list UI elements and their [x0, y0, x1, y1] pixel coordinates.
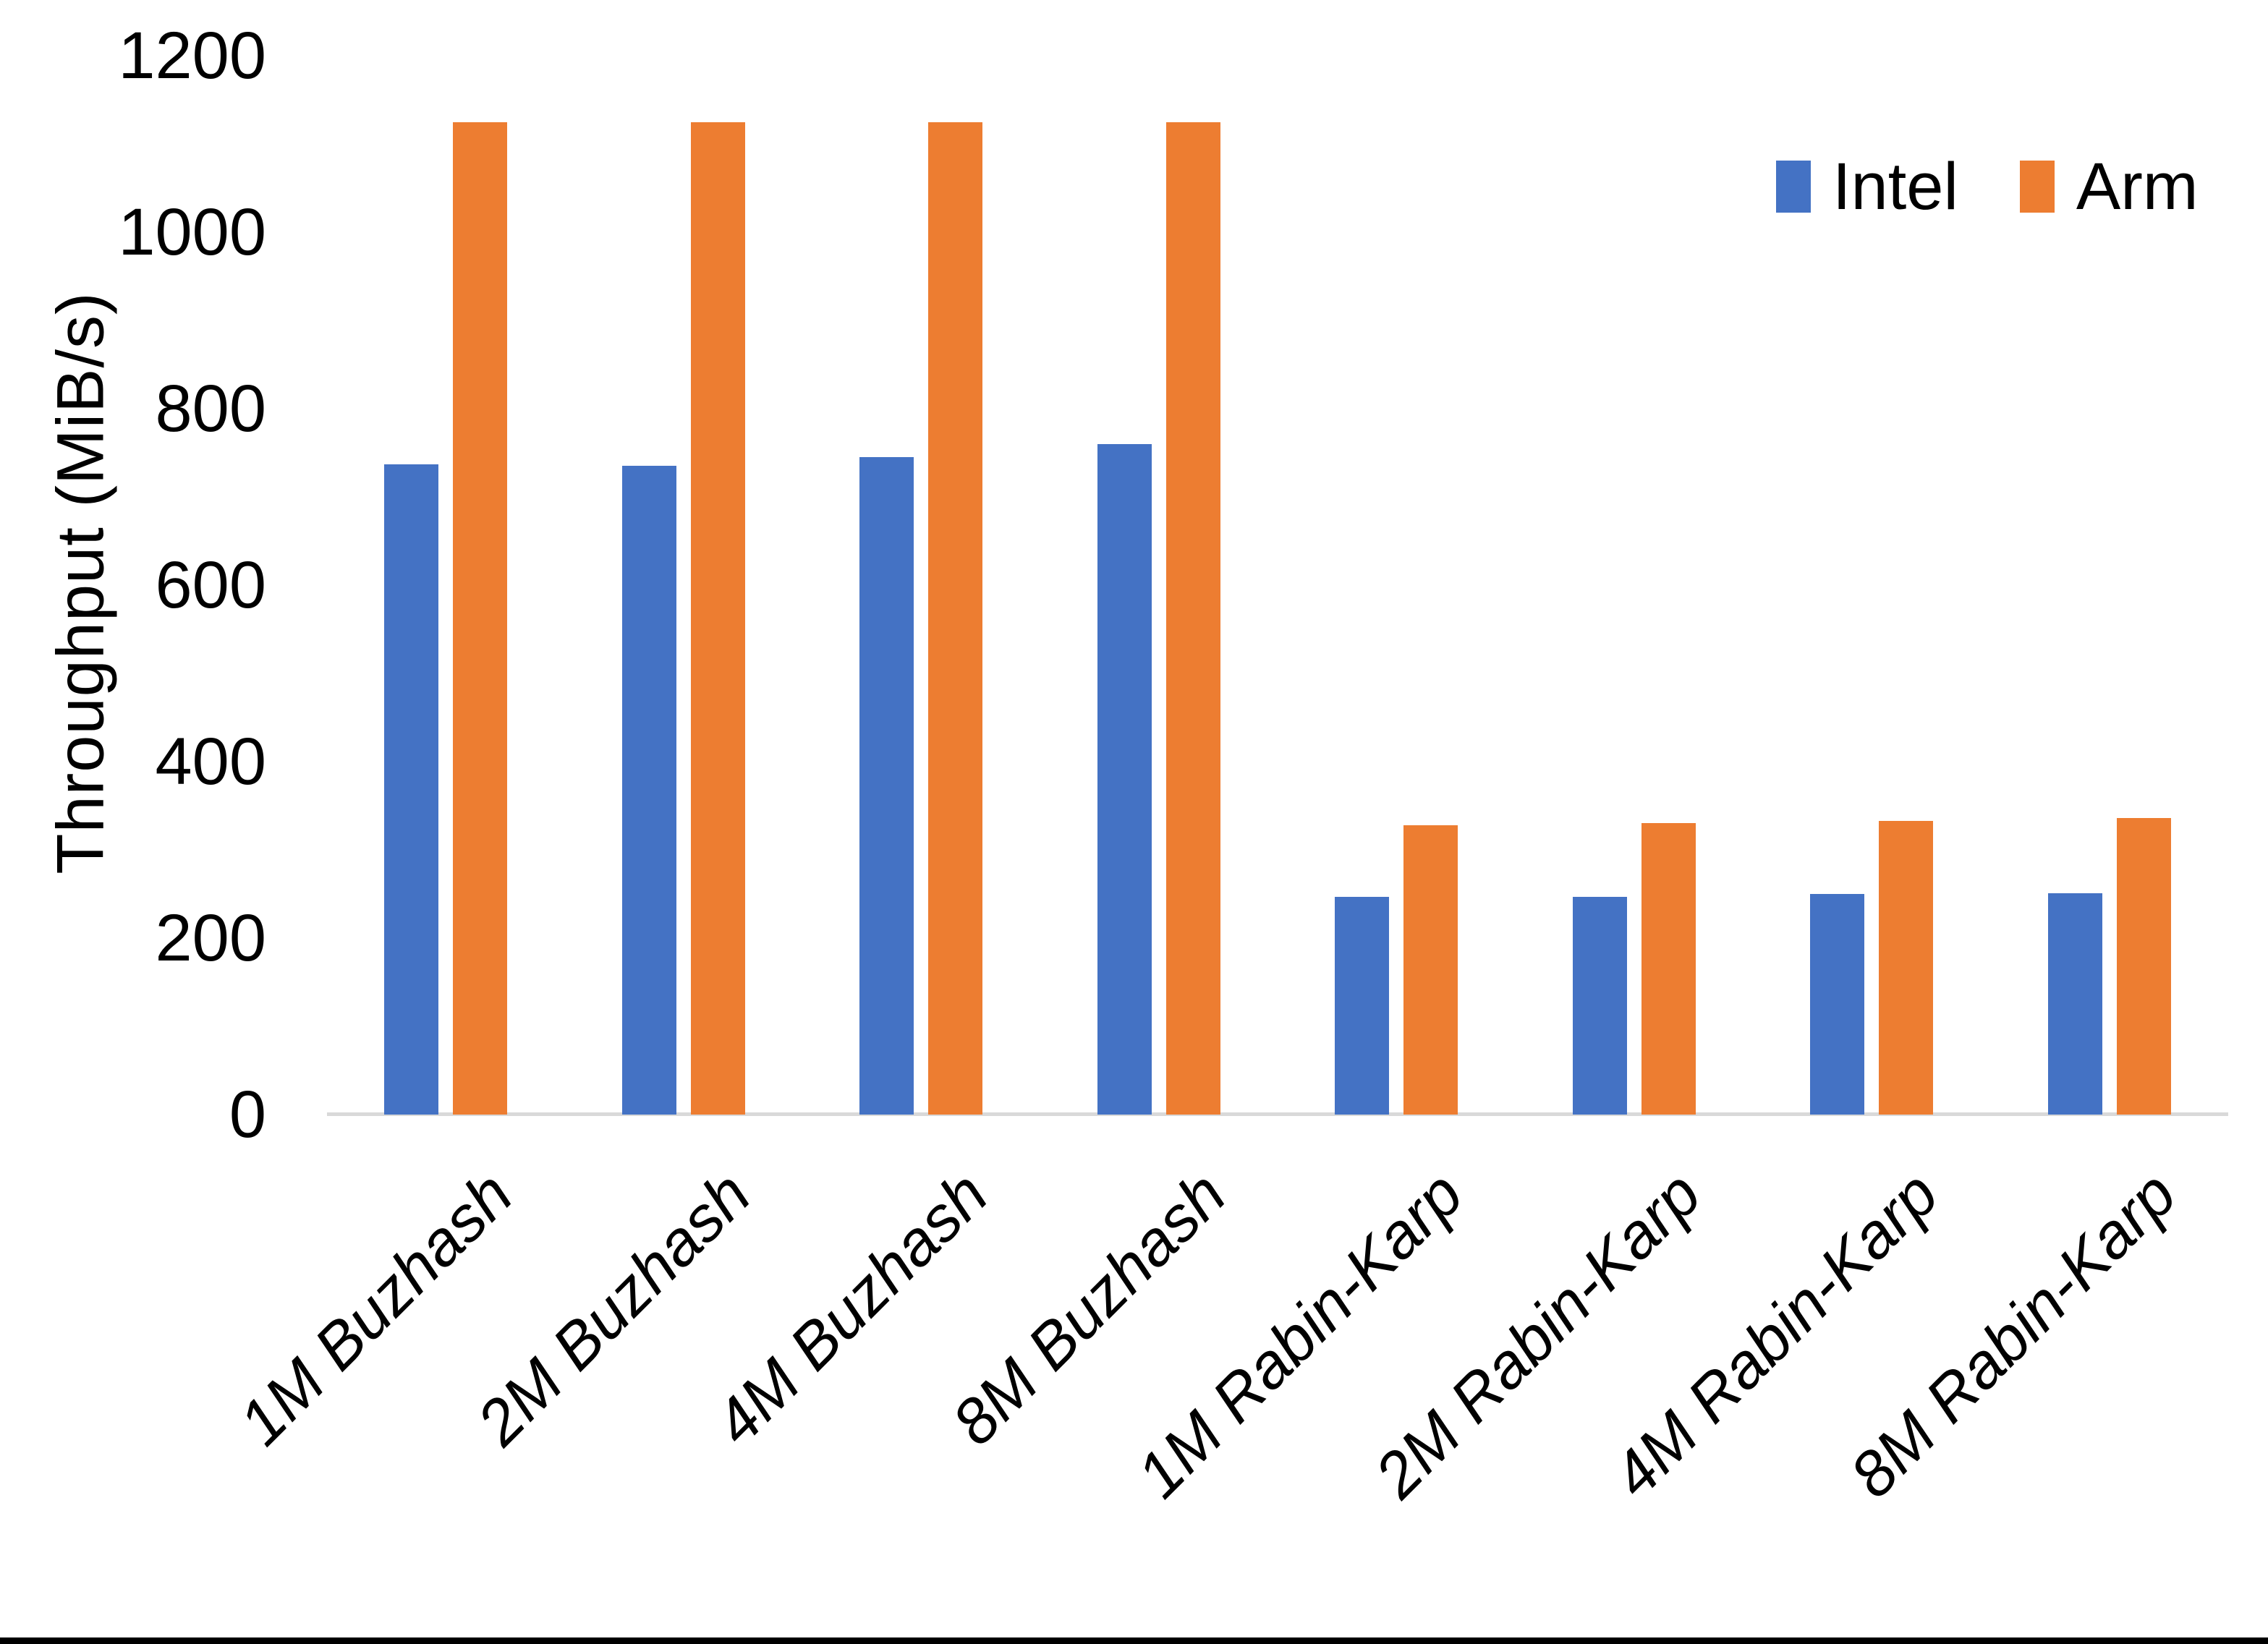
- bar-intel-2m-buzhash: [621, 466, 676, 1115]
- legend-intel-swatch: [1776, 161, 1811, 213]
- legend: Intel Arm: [1776, 132, 2199, 241]
- bar-intel-1m-rabin-karp: [1335, 896, 1390, 1115]
- y-tick-label-1200: 1200: [118, 19, 266, 93]
- bar-intel-1m-buzhash: [384, 464, 439, 1115]
- bar-intel-2m-rabin-karp: [1572, 896, 1627, 1115]
- bar-arm-8m-buzhash: [1165, 122, 1220, 1115]
- bar-arm-4m-rabin-karp: [1879, 820, 1934, 1115]
- y-tick-label-800: 800: [155, 372, 267, 446]
- bar-arm-1m-rabin-karp: [1403, 825, 1458, 1115]
- y-tick-label-0: 0: [229, 1078, 266, 1151]
- legend-intel-label: Intel: [1832, 150, 1958, 223]
- legend-item-intel: Intel: [1776, 153, 1958, 220]
- bottom-border: [0, 1637, 2268, 1644]
- x-axis-line: [327, 1112, 2228, 1116]
- legend-arm-label: Arm: [2076, 150, 2199, 223]
- bar-intel-8m-buzhash: [1097, 443, 1152, 1115]
- bar-arm-2m-buzhash: [690, 122, 745, 1115]
- bar-arm-8m-rabin-karp: [2116, 818, 2171, 1115]
- bar-arm-2m-rabin-karp: [1641, 823, 1696, 1115]
- legend-arm-swatch: [2019, 161, 2055, 213]
- y-tick-label-600: 600: [155, 548, 267, 622]
- bar-intel-4m-rabin-karp: [1810, 894, 1865, 1115]
- legend-item-arm: Arm: [2019, 150, 2199, 223]
- y-axis-title: Throughput (MiB/s): [43, 291, 118, 874]
- bar-arm-4m-buzhash: [928, 122, 983, 1115]
- bar-intel-4m-buzhash: [859, 457, 914, 1115]
- bar-arm-1m-buzhash: [453, 122, 508, 1115]
- y-tick-label-200: 200: [155, 901, 267, 975]
- y-tick-label-400: 400: [155, 725, 267, 798]
- y-tick-label-1000: 1000: [118, 195, 266, 269]
- bar-intel-8m-rabin-karp: [2047, 893, 2102, 1115]
